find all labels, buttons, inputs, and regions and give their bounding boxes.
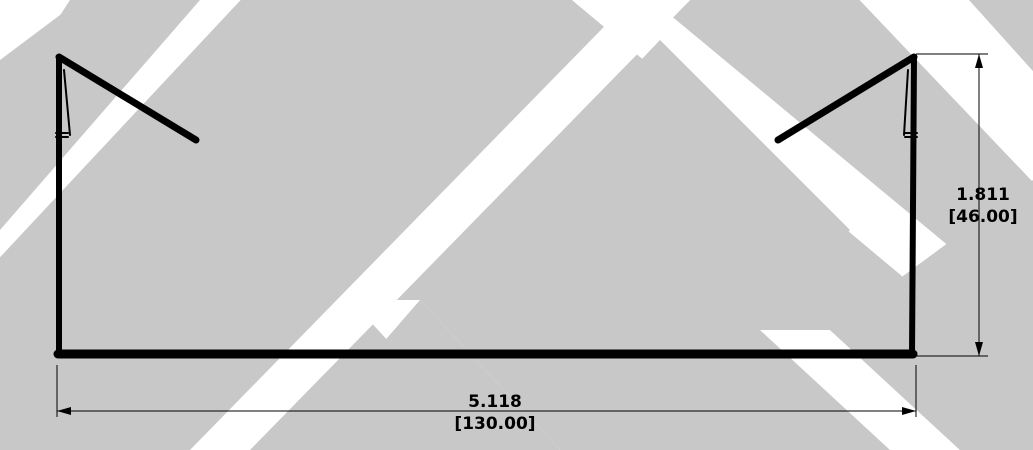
watermark-band <box>859 0 1033 183</box>
height-metric-value: [46.00] <box>948 207 1018 227</box>
width-metric-value: [130.00] <box>454 414 536 434</box>
watermark-diamond <box>480 40 850 420</box>
profile-right-lip-inner <box>903 69 909 136</box>
width-dimension-label: 5.118 [130.00] <box>420 391 570 435</box>
width-arrow-right <box>902 407 916 415</box>
height-dimension-label: 1.811 [46.00] <box>935 184 1031 228</box>
watermark-band <box>190 0 691 450</box>
profile-right-lip <box>774 53 918 144</box>
watermark-diamond <box>830 180 1033 450</box>
width-arrow-left <box>57 407 71 415</box>
watermark-diamond <box>290 300 560 450</box>
height-imperial-value: 1.811 <box>956 185 1010 205</box>
profile-left-lip-inner <box>63 69 71 136</box>
height-arrow-top <box>975 54 983 68</box>
height-dimension <box>916 53 988 357</box>
height-arrow-bottom <box>975 342 983 356</box>
extrusion-profile <box>53 53 918 359</box>
watermark-band <box>760 330 960 450</box>
watermark-diamond <box>0 0 200 230</box>
profile-right-wall <box>909 54 917 358</box>
profile-left-lip <box>55 53 200 144</box>
width-imperial-value: 5.118 <box>468 392 522 412</box>
width-dimension <box>56 365 917 417</box>
